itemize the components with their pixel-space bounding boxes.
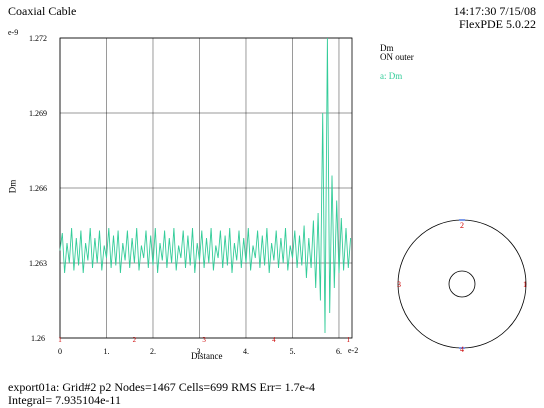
version-label: FlexPDE 5.0.22 — [458, 17, 536, 31]
boundary-marker: 1 — [58, 336, 62, 344]
x-tick-label: 0 — [58, 347, 62, 356]
inner-conductor-circle — [448, 270, 476, 298]
series-line-dm — [59, 37, 352, 334]
x-tick-label: 6. — [336, 347, 342, 356]
boundary-marker: 3 — [202, 336, 206, 344]
y-tick-label: 1.269 — [29, 109, 47, 118]
domain-marker: 4 — [460, 345, 464, 354]
chart-title-app: Coaxial Cable — [8, 4, 77, 18]
x-exponent: e-2 — [348, 346, 359, 355]
footer-line-2: Integral= 7.935104e-11 — [8, 393, 121, 407]
boundary-marker: 2 — [133, 336, 137, 344]
legend-subtitle: ON outer — [380, 52, 414, 62]
legend-title: Dm — [380, 43, 394, 53]
y-tick-label: 1.266 — [29, 184, 47, 193]
domain-marker: 3 — [397, 280, 401, 289]
y-tick-label: 1.26 — [31, 334, 45, 343]
domain-marker: 1 — [523, 280, 527, 289]
y-exponent: e-9 — [8, 28, 19, 37]
outer-boundary-circle — [397, 219, 527, 349]
y-tick-label: 1.272 — [29, 34, 47, 43]
x-tick-label: 4. — [243, 347, 249, 356]
x-tick-label: 2. — [150, 347, 156, 356]
timestamp: 14:17:30 7/15/08 — [453, 4, 536, 18]
boundary-marker: 4 — [272, 336, 276, 344]
legend-entry: a: Dm — [380, 71, 403, 81]
domain-marker: 2 — [460, 221, 464, 230]
x-tick-label: 1. — [103, 347, 109, 356]
y-tick-label: 1.263 — [29, 259, 47, 268]
boundary-marker: 1 — [347, 336, 351, 344]
footer-line-1: export01a: Grid#2 p2 Nodes=1467 Cells=69… — [8, 380, 315, 394]
x-tick-label: 5. — [289, 347, 295, 356]
x-axis-label: Distance — [191, 351, 223, 361]
x-tick-label: 3. — [196, 347, 202, 356]
